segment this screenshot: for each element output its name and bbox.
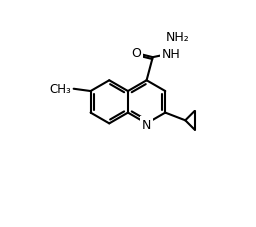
Text: NH₂: NH₂: [166, 31, 189, 44]
Text: N: N: [142, 118, 151, 131]
Text: O: O: [131, 47, 141, 60]
Text: NH: NH: [162, 48, 181, 61]
Text: CH₃: CH₃: [50, 83, 71, 96]
